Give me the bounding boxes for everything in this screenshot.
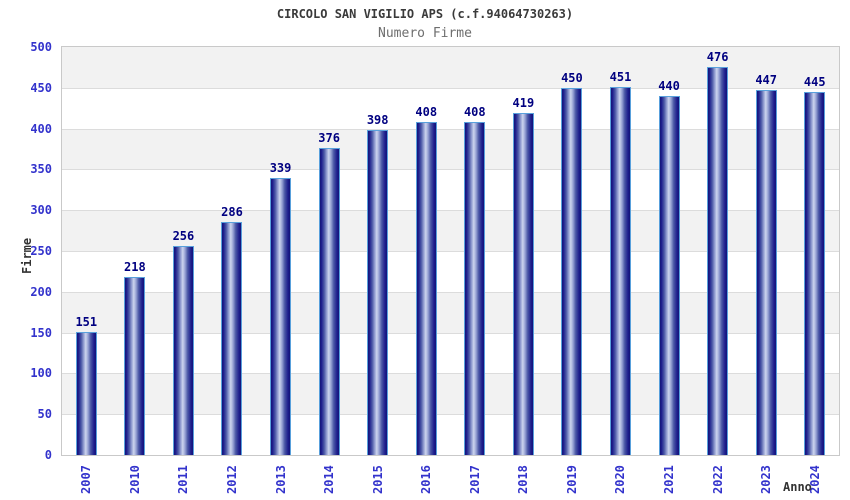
bar-value-label: 445	[803, 74, 826, 89]
x-tick-label: 2020	[613, 465, 628, 494]
x-tick-label: 2021	[662, 465, 677, 494]
bar	[75, 331, 97, 455]
x-tick-label: 2013	[273, 465, 288, 494]
bar	[561, 87, 583, 455]
bar-value-label: 440	[658, 78, 680, 93]
x-tick-label: 2023	[759, 465, 774, 494]
y-tick-label: 350	[30, 162, 52, 177]
bar	[415, 122, 437, 455]
y-tick-label: 200	[30, 284, 52, 299]
y-tick-label: 450	[30, 80, 52, 95]
x-tick-label: 2012	[224, 465, 239, 494]
x-tick-label: 2018	[516, 465, 531, 494]
bar-value-label: 451	[609, 69, 632, 84]
gridline	[62, 373, 839, 375]
bar-value-label: 339	[269, 161, 292, 176]
x-tick-label: 2007	[79, 465, 94, 494]
bar	[804, 91, 826, 455]
bar	[658, 95, 680, 455]
y-tick-label: 300	[30, 203, 52, 218]
x-tick-label: 2010	[127, 465, 142, 494]
bar	[172, 246, 194, 455]
bar-value-label: 256	[172, 229, 195, 244]
x-tick-label: 2016	[419, 465, 434, 494]
y-tick-label: 250	[30, 244, 52, 258]
gridline	[62, 291, 839, 293]
y-tick-label: 500	[30, 40, 52, 54]
bar-value-label: 419	[512, 96, 535, 111]
bar	[270, 178, 292, 455]
bar-value-label: 408	[415, 105, 438, 120]
gridline	[62, 169, 839, 171]
bar	[221, 221, 243, 455]
chart-subtitle: Numero Firme	[378, 26, 472, 41]
x-tick-label: 2019	[564, 465, 579, 494]
bar-value-label: 151	[75, 314, 98, 329]
bar-value-label: 408	[463, 105, 486, 120]
bar-value-label: 218	[124, 260, 146, 275]
bar	[124, 277, 146, 455]
bar	[707, 66, 729, 455]
x-tick-label: 2022	[710, 465, 725, 494]
bar	[318, 148, 340, 455]
gridline	[62, 414, 839, 416]
bar-value-label: 376	[318, 131, 340, 146]
gridline	[62, 251, 839, 252]
x-tick-label: 2017	[467, 465, 482, 494]
y-tick-label: 400	[30, 121, 52, 136]
x-tick-label: 2015	[370, 465, 385, 494]
bar-value-label: 447	[755, 73, 777, 88]
x-axis-title: Anno	[783, 480, 812, 494]
bar-value-label: 476	[706, 49, 729, 64]
bar	[609, 86, 631, 455]
chart-title: CIRCOLO SAN VIGILIO APS (c.f.94064730263…	[276, 7, 574, 21]
y-tick-label: 0	[44, 448, 52, 462]
plot-area: 151 218 256 286 339 376 398 408 408 419 450 451 440 4…	[61, 46, 840, 456]
gridline	[62, 128, 839, 130]
x-tick-label: 2014	[322, 465, 337, 494]
bar-value-label: 286	[221, 204, 243, 219]
gridline	[62, 87, 839, 89]
x-tick-label: 2011	[176, 465, 191, 494]
gridline	[62, 332, 839, 334]
y-tick-label: 100	[30, 366, 52, 381]
bar-value-label: 398	[366, 113, 389, 128]
bar-value-label: 450	[561, 70, 583, 85]
bar	[512, 113, 534, 455]
bar	[464, 122, 486, 455]
bar	[755, 90, 777, 455]
y-tick-label: 50	[37, 407, 52, 422]
gridline	[62, 210, 839, 212]
bar	[367, 130, 389, 455]
y-tick-label: 150	[30, 325, 52, 340]
